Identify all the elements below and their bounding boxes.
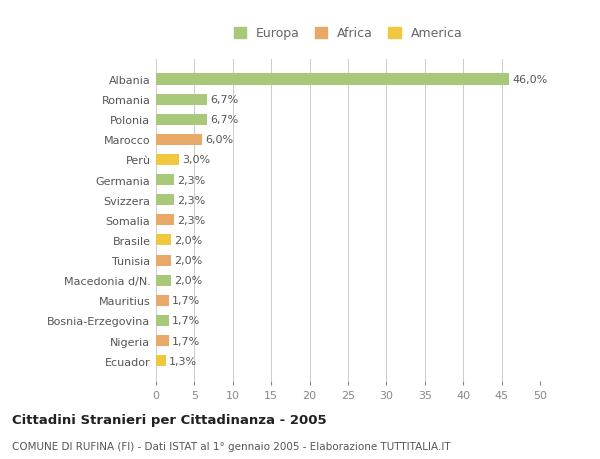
- Text: 2,3%: 2,3%: [177, 195, 205, 205]
- Text: COMUNE DI RUFINA (FI) - Dati ISTAT al 1° gennaio 2005 - Elaborazione TUTTITALIA.: COMUNE DI RUFINA (FI) - Dati ISTAT al 1°…: [12, 441, 451, 451]
- Text: 1,3%: 1,3%: [169, 356, 197, 366]
- Bar: [156, 255, 172, 266]
- Text: 1,7%: 1,7%: [172, 296, 200, 306]
- Bar: [156, 275, 172, 286]
- Bar: [156, 74, 509, 85]
- Text: 3,0%: 3,0%: [182, 155, 210, 165]
- Bar: [156, 215, 173, 226]
- Bar: [156, 355, 166, 366]
- Bar: [156, 134, 202, 146]
- Text: 6,7%: 6,7%: [211, 95, 239, 105]
- Text: 6,7%: 6,7%: [211, 115, 239, 125]
- Bar: [156, 315, 169, 326]
- Text: 2,3%: 2,3%: [177, 215, 205, 225]
- Text: 2,0%: 2,0%: [175, 235, 203, 246]
- Bar: [156, 114, 208, 125]
- Text: 2,0%: 2,0%: [175, 256, 203, 265]
- Text: 6,0%: 6,0%: [205, 135, 233, 145]
- Bar: [156, 195, 173, 206]
- Text: Cittadini Stranieri per Cittadinanza - 2005: Cittadini Stranieri per Cittadinanza - 2…: [12, 413, 326, 426]
- Bar: [156, 174, 173, 186]
- Bar: [156, 295, 169, 306]
- Text: 2,0%: 2,0%: [175, 275, 203, 285]
- Text: 46,0%: 46,0%: [512, 75, 548, 85]
- Text: 2,3%: 2,3%: [177, 175, 205, 185]
- Legend: Europa, Africa, America: Europa, Africa, America: [233, 28, 463, 40]
- Bar: [156, 155, 179, 166]
- Bar: [156, 235, 172, 246]
- Text: 1,7%: 1,7%: [172, 316, 200, 326]
- Bar: [156, 335, 169, 346]
- Bar: [156, 95, 208, 106]
- Text: 1,7%: 1,7%: [172, 336, 200, 346]
